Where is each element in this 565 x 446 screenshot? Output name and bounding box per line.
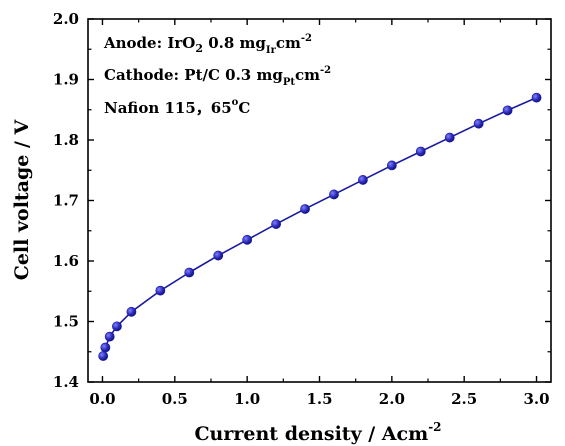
series-layer — [98, 92, 542, 361]
x-axis-ticks: 0.0 0.5 1.0 1.5 2.0 2.5 3.0 — [89, 19, 550, 408]
x-tick-label: 0.0 — [89, 390, 115, 408]
y-axis-title: Cell voltage / V — [11, 118, 33, 280]
data-point — [386, 160, 397, 171]
data-point — [415, 146, 426, 157]
annotation-box: Anode: IrO2 0.8 mgIrcm-2 Cathode: Pt/C 0… — [103, 33, 331, 117]
y-tick-label: 1.6 — [53, 252, 79, 270]
data-point — [531, 92, 542, 103]
data-point — [184, 267, 195, 278]
x-tick-label: 0.5 — [162, 390, 188, 408]
data-point — [213, 250, 224, 261]
x-axis-title: Current density / Acm-2 — [194, 420, 441, 445]
y-tick-label: 2.0 — [53, 10, 79, 28]
data-point — [155, 285, 166, 296]
data-point — [104, 331, 115, 342]
data-point — [444, 132, 455, 143]
y-axis-ticks: 1.4 1.5 1.6 1.7 1.8 1.9 2.0 — [53, 10, 551, 391]
data-point — [300, 204, 310, 214]
x-tick-label: 3.0 — [523, 390, 549, 408]
data-point — [473, 118, 484, 129]
data-point — [126, 306, 137, 317]
data-point — [329, 189, 339, 200]
x-tick-label: 2.0 — [379, 390, 405, 408]
series-line — [102, 96, 537, 357]
data-point — [358, 175, 368, 185]
y-tick-label: 1.5 — [53, 313, 79, 331]
data-point — [98, 351, 109, 361]
data-point — [112, 321, 122, 332]
annotation-conditions: Nafion 115，65oC — [104, 97, 250, 117]
data-point — [242, 234, 253, 245]
y-tick-label: 1.4 — [53, 373, 79, 391]
y-tick-label: 1.8 — [53, 131, 79, 149]
y-tick-label: 1.7 — [53, 192, 79, 210]
y-tick-label: 1.9 — [53, 71, 79, 89]
annotation-anode: Anode: IrO2 0.8 mgIrcm-2 — [103, 33, 312, 56]
data-point — [502, 105, 513, 116]
annotation-cathode: Cathode: Pt/C 0.3 mgPtcm-2 — [104, 65, 331, 88]
x-tick-label: 1.0 — [234, 390, 260, 408]
x-tick-label: 2.5 — [451, 390, 477, 408]
data-point — [271, 219, 281, 229]
data-point — [100, 342, 111, 353]
x-tick-label: 1.5 — [306, 390, 332, 408]
